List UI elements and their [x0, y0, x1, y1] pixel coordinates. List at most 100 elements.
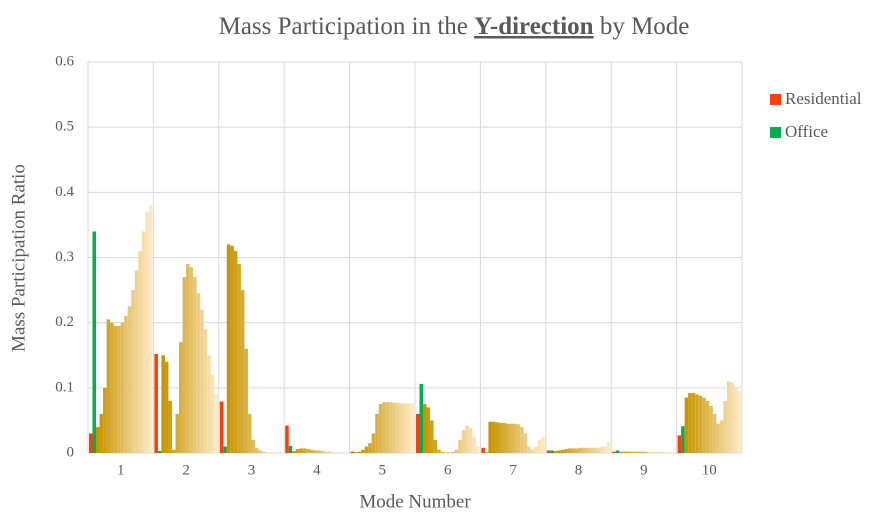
bar	[334, 452, 339, 453]
bar	[117, 325, 121, 453]
bar	[124, 316, 128, 453]
y-tick-label: 0.4	[55, 184, 74, 200]
bar	[330, 452, 335, 453]
bar	[269, 452, 273, 453]
x-tick-label: 3	[248, 462, 256, 478]
bar	[582, 447, 586, 453]
bar	[691, 393, 696, 453]
bar	[684, 397, 689, 453]
bar	[141, 231, 146, 453]
bar	[484, 452, 489, 453]
bar	[223, 446, 227, 453]
bar	[495, 422, 499, 453]
bar	[361, 449, 365, 453]
bar	[606, 441, 611, 453]
bar	[161, 355, 165, 453]
bar	[654, 452, 658, 453]
bar	[650, 452, 655, 453]
bar	[385, 402, 390, 453]
bar	[148, 205, 153, 453]
bar	[207, 355, 211, 453]
bar	[279, 452, 284, 453]
bar	[323, 451, 328, 453]
bar	[103, 387, 107, 453]
bar	[258, 450, 263, 453]
bar	[203, 329, 208, 453]
bar	[612, 451, 616, 453]
bar	[295, 449, 300, 453]
bar	[272, 452, 277, 453]
bar	[364, 446, 369, 453]
bar	[502, 423, 507, 453]
bar	[419, 383, 423, 453]
bar	[247, 413, 252, 453]
bar	[509, 423, 514, 453]
bar	[668, 452, 673, 453]
bar	[440, 451, 445, 453]
bar	[537, 439, 542, 453]
bar	[145, 211, 149, 453]
bar	[164, 361, 169, 453]
bar	[465, 425, 469, 453]
bar	[127, 306, 132, 453]
x-tick-label: 7	[509, 462, 517, 478]
bar	[168, 400, 172, 453]
bar	[619, 451, 623, 453]
bar	[560, 449, 565, 453]
bar	[368, 443, 372, 453]
bar	[131, 290, 135, 453]
bar	[615, 450, 620, 453]
bar	[571, 448, 575, 453]
bar	[553, 451, 558, 453]
bar	[175, 413, 180, 453]
bar	[541, 436, 545, 453]
bar	[110, 322, 114, 453]
bar	[523, 433, 528, 453]
bar	[589, 447, 593, 453]
bar	[716, 423, 720, 453]
y-tick-label: 0.6	[55, 53, 74, 69]
bar	[622, 451, 627, 453]
bar	[506, 423, 510, 453]
bar	[603, 446, 607, 453]
bar	[230, 245, 234, 453]
bar	[567, 448, 572, 453]
bar	[592, 447, 597, 453]
bar	[255, 447, 259, 453]
bar	[196, 293, 201, 453]
bar	[677, 435, 682, 453]
bar	[410, 403, 414, 453]
bar	[695, 394, 699, 453]
legend-swatch	[770, 94, 781, 105]
bar	[636, 451, 641, 453]
bar	[285, 425, 289, 453]
bar	[527, 446, 531, 453]
bar	[89, 433, 93, 453]
y-tick-label: 0.2	[55, 314, 74, 330]
bar	[665, 452, 669, 453]
bar	[737, 391, 741, 453]
bar	[392, 402, 397, 453]
bar	[626, 451, 630, 453]
bar	[357, 451, 362, 453]
bar	[226, 244, 231, 453]
bar	[458, 439, 462, 453]
bar	[416, 413, 420, 453]
bar	[186, 264, 190, 453]
bar	[719, 420, 724, 453]
bar	[643, 451, 648, 453]
bar	[461, 430, 466, 453]
y-tick-label: 0.1	[55, 379, 74, 395]
bar	[313, 450, 317, 453]
bar	[99, 413, 104, 453]
bar	[375, 413, 379, 453]
y-axis-label: Mass Participation Ratio	[8, 164, 29, 352]
x-axis-label: Mode Number	[359, 491, 471, 512]
bar	[389, 402, 393, 453]
bar	[498, 423, 503, 453]
bar	[406, 403, 411, 453]
bar	[709, 406, 713, 453]
bar	[320, 451, 324, 453]
bar	[399, 403, 404, 453]
bar	[468, 428, 473, 453]
